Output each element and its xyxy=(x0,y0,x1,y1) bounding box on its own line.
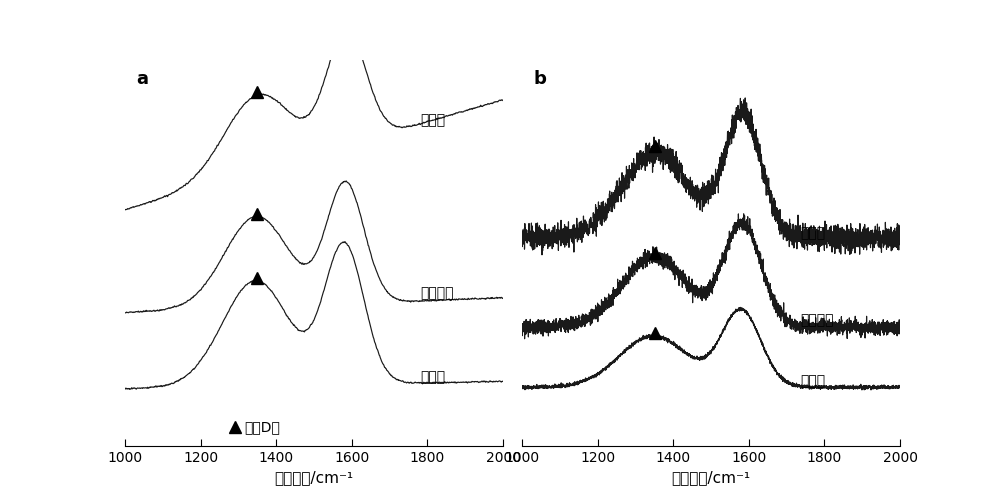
Text: 镜质体: 镜质体 xyxy=(420,113,445,127)
X-axis label: 拉曼位移/cm⁻¹: 拉曼位移/cm⁻¹ xyxy=(671,470,751,485)
Text: 半丝质体: 半丝质体 xyxy=(420,287,453,301)
Text: 镜质体: 镜质体 xyxy=(800,226,825,240)
Text: 粗粒体: 粗粒体 xyxy=(420,370,445,384)
X-axis label: 拉曼位移/cm⁻¹: 拉曼位移/cm⁻¹ xyxy=(274,470,354,485)
Text: 半丝质体: 半丝质体 xyxy=(800,313,833,327)
Text: 粗粒体: 粗粒体 xyxy=(800,374,825,388)
Text: 指示D峰: 指示D峰 xyxy=(244,420,280,434)
Text: b: b xyxy=(533,70,546,88)
Text: a: a xyxy=(136,70,148,88)
